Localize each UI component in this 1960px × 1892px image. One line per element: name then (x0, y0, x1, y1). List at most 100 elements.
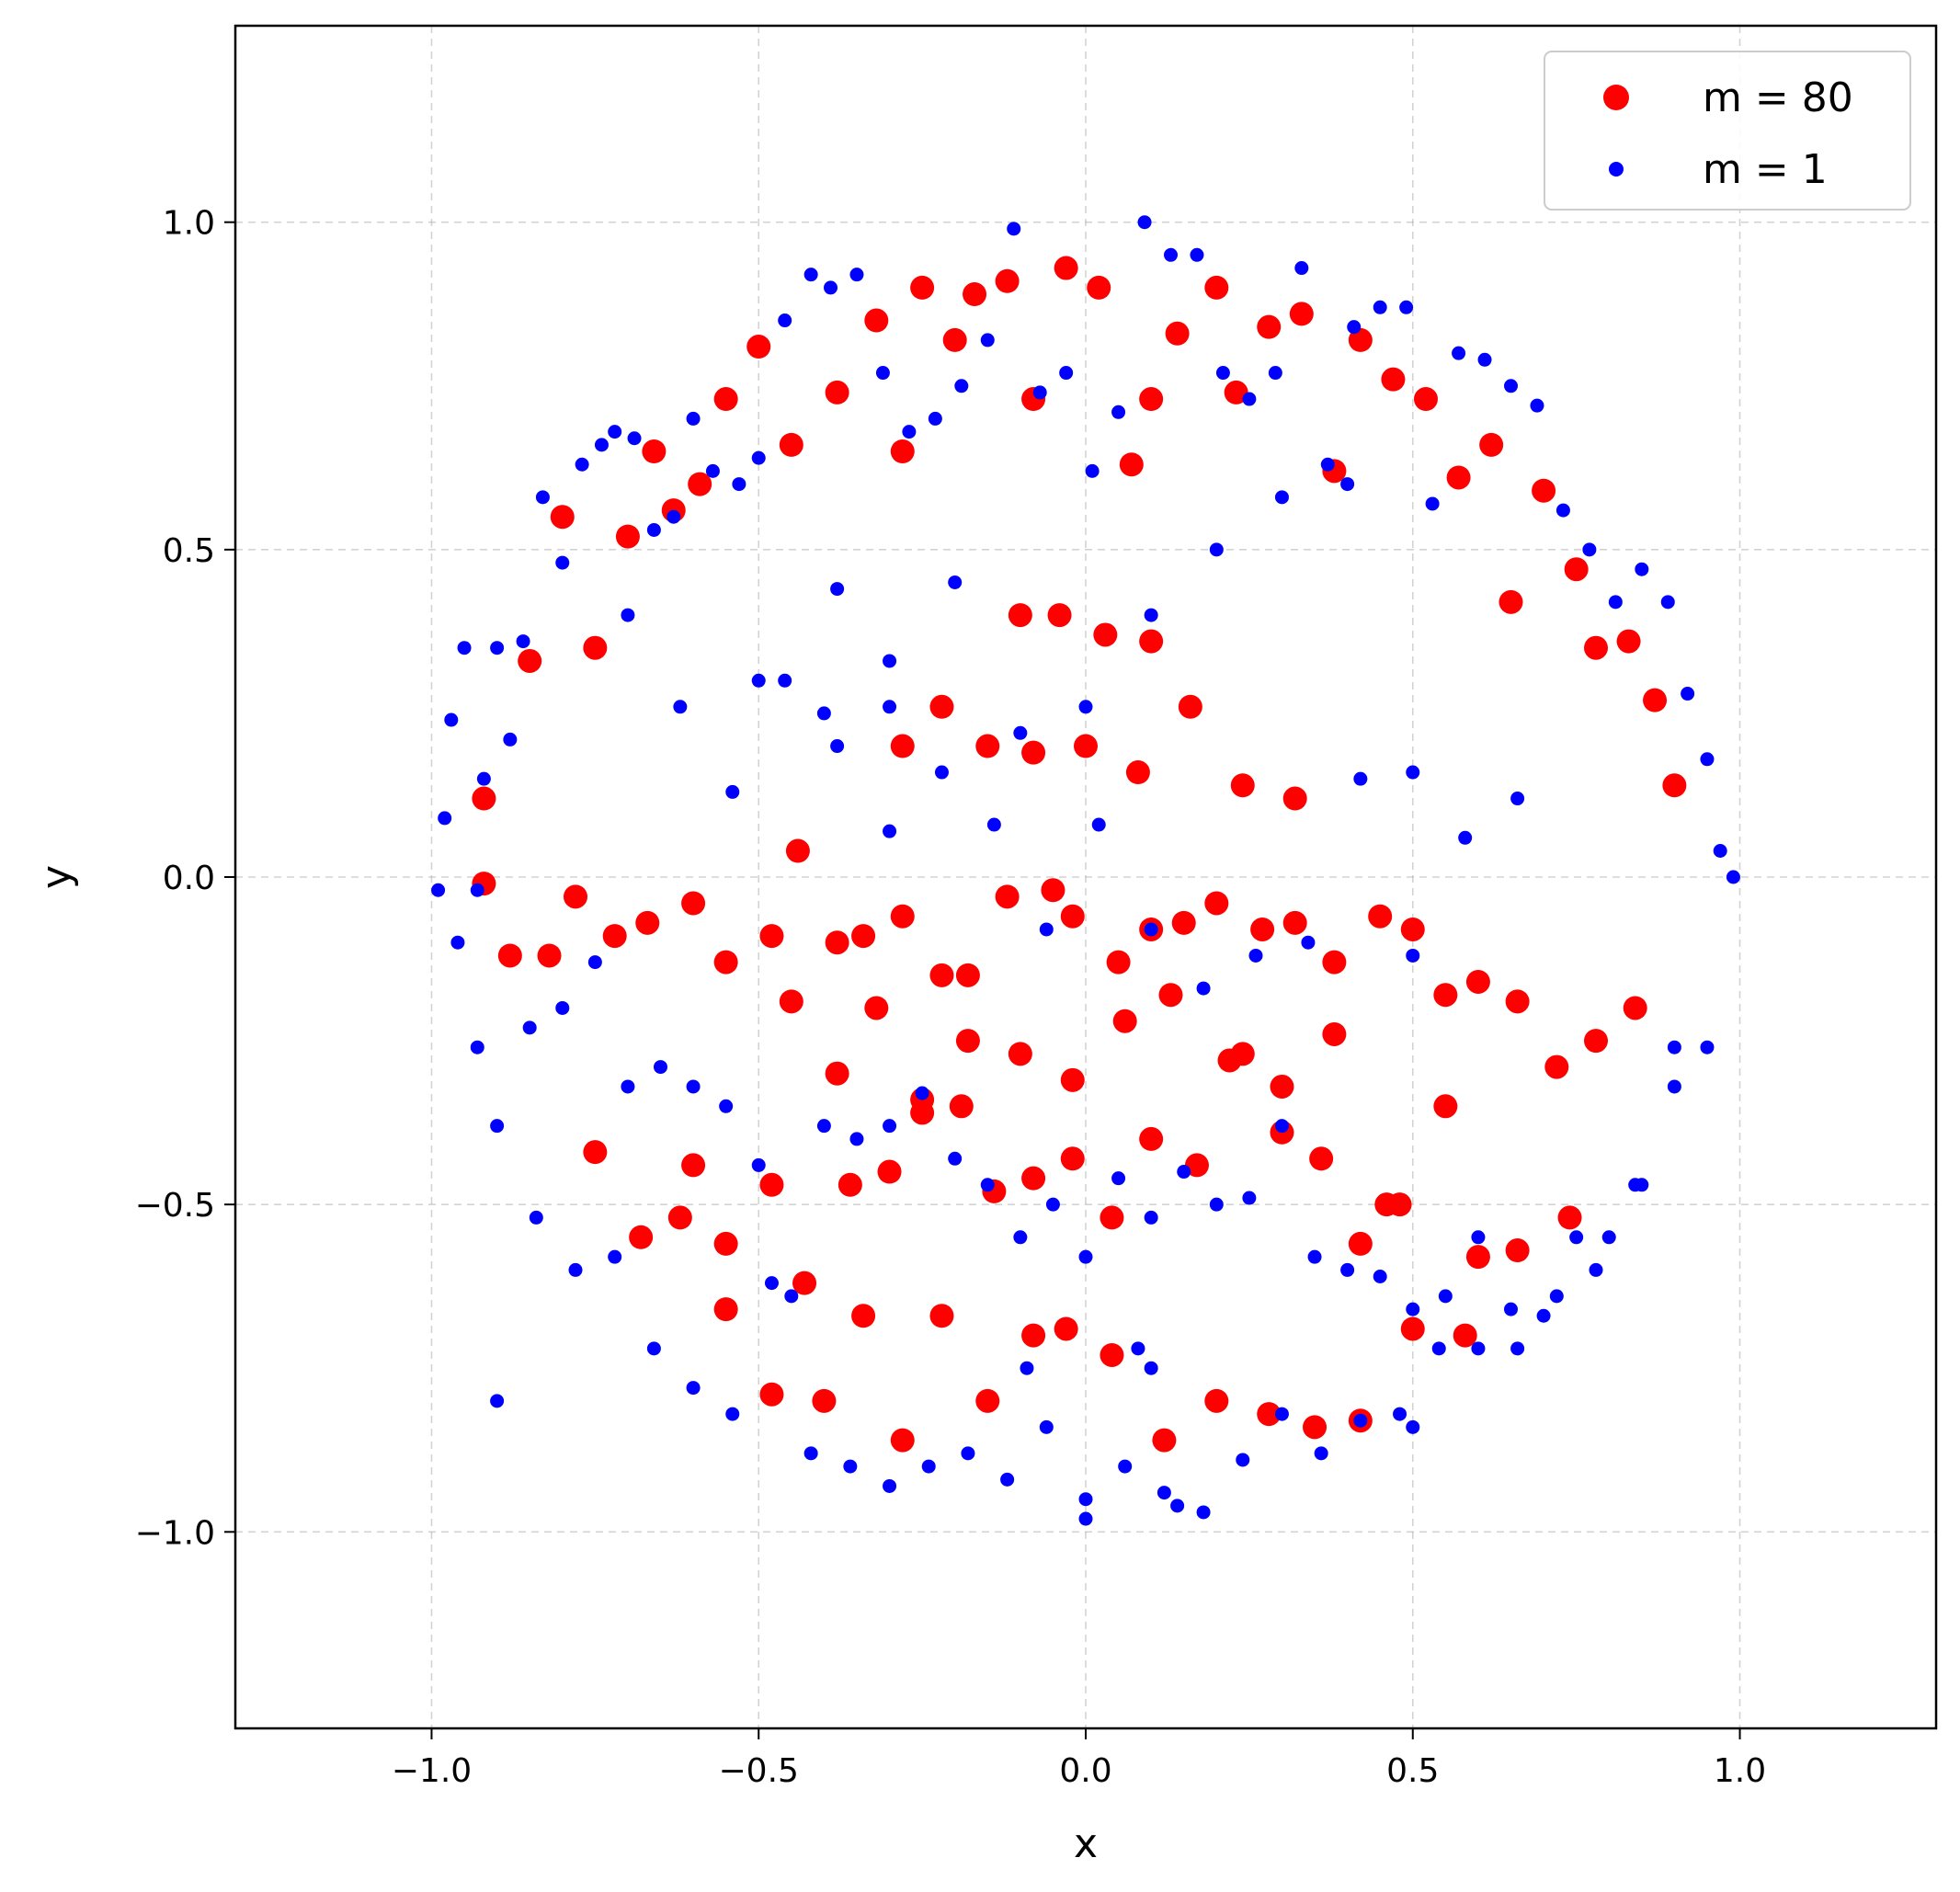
scatter-point (1453, 1323, 1477, 1348)
scatter-point (1322, 1021, 1347, 1046)
scatter-point (705, 463, 720, 478)
scatter-point (883, 1119, 897, 1134)
scatter-point (1452, 346, 1466, 360)
scatter-point (497, 943, 522, 968)
scatter-point (890, 1428, 915, 1453)
scatter-point (1190, 247, 1204, 262)
x-axis-label: x (1074, 1820, 1098, 1867)
scatter-point (1406, 1419, 1420, 1434)
scatter-point (1667, 1079, 1681, 1094)
scatter-point (629, 1225, 654, 1249)
scatter-point (910, 275, 935, 300)
scatter-point (759, 1172, 784, 1197)
scatter-point (838, 1172, 862, 1197)
scatter-point (1054, 1316, 1078, 1341)
scatter-point (759, 924, 784, 949)
scatter-point (1381, 367, 1406, 392)
scatter-point (883, 700, 897, 714)
scatter-point (778, 313, 792, 328)
scatter-point (961, 1446, 975, 1461)
scatter-point (1282, 786, 1307, 811)
scatter-point (1078, 1492, 1093, 1507)
scatter-point (1021, 1323, 1046, 1348)
scatter-point (1373, 300, 1387, 314)
scatter-point (929, 963, 954, 987)
scatter-point (1196, 1505, 1211, 1520)
scatter-point (934, 765, 949, 780)
scatter-point (1446, 465, 1471, 490)
scatter-point (1139, 387, 1164, 412)
scatter-point (713, 1231, 738, 1256)
scatter-point (1139, 1126, 1164, 1151)
scatter-point (1000, 1472, 1015, 1487)
scatter-point (1282, 910, 1307, 935)
scatter-point (667, 1205, 692, 1230)
scatter-point (864, 308, 889, 333)
scatter-point (825, 380, 849, 405)
scatter-point (490, 1119, 505, 1134)
scatter-point (995, 884, 1020, 909)
y-axis-label: y (33, 865, 80, 889)
scatter-point (1530, 398, 1544, 413)
scatter-point (646, 522, 661, 537)
scatter-point (1100, 1205, 1124, 1230)
scatter-point (642, 439, 667, 463)
scatter-point (1248, 948, 1263, 963)
scatter-point (522, 1020, 537, 1035)
scatter-point (476, 771, 491, 786)
x-tick-label: 0.0 (1059, 1752, 1111, 1790)
scatter-point (1157, 1486, 1171, 1500)
scatter-point (1557, 1205, 1582, 1230)
scatter-point (890, 439, 915, 463)
legend-label-m1: m = 1 (1703, 146, 1828, 193)
scatter-point (1399, 300, 1414, 314)
scatter-point (877, 1159, 902, 1184)
scatter-point (764, 1276, 779, 1291)
legend-box (1544, 51, 1911, 211)
scatter-point (688, 472, 712, 496)
scatter-point (1700, 752, 1715, 767)
scatter-point (1301, 935, 1316, 950)
scatter-point (1504, 379, 1518, 393)
scatter-point (792, 1271, 817, 1295)
scatter-point (555, 555, 570, 570)
scatter-point (1510, 1341, 1525, 1356)
scatter-point (1093, 622, 1118, 647)
scatter-point (1209, 542, 1224, 557)
scatter-point (975, 734, 1000, 758)
scatter-point (1368, 904, 1393, 929)
scatter-point (550, 505, 575, 530)
scatter-point (1236, 1453, 1250, 1467)
scatter-point (1628, 1178, 1643, 1192)
scatter-point (921, 1459, 936, 1474)
scatter-point (457, 641, 472, 655)
scatter-point (1314, 1446, 1328, 1461)
scatter-point (751, 1157, 766, 1172)
scatter-point (1320, 457, 1335, 472)
scatter-point (1662, 773, 1687, 798)
grid-layer (235, 26, 1936, 1728)
scatter-point (1047, 603, 1072, 628)
scatter-point (1353, 1413, 1368, 1428)
scatter-point (725, 784, 740, 799)
scatter-point (1039, 922, 1054, 937)
ticks-layer: −1.0 −0.5 0.0 0.5 1.0 −1.0 −0.5 0.0 0.5 1.0 (135, 205, 1767, 1790)
y-tick-label: 1.0 (163, 205, 215, 243)
scatter-point (949, 1094, 974, 1119)
scatter-point (1224, 380, 1248, 405)
scatter-point (948, 575, 963, 589)
scatter-point (1477, 352, 1492, 367)
scatter-point (902, 425, 917, 439)
scatter-point (890, 734, 915, 758)
scatter-point (1589, 1262, 1603, 1277)
scatter-point (1505, 1238, 1530, 1263)
scatter-point (1340, 1262, 1355, 1277)
scatter-point (1184, 1153, 1209, 1178)
scatter-point (1433, 983, 1458, 1008)
scatter-point (1217, 1048, 1242, 1073)
scatter-point (751, 450, 766, 465)
x-tick-label: −1.0 (392, 1752, 472, 1790)
y-tick-label: 0.0 (163, 860, 215, 897)
scatter-point (1164, 247, 1178, 262)
